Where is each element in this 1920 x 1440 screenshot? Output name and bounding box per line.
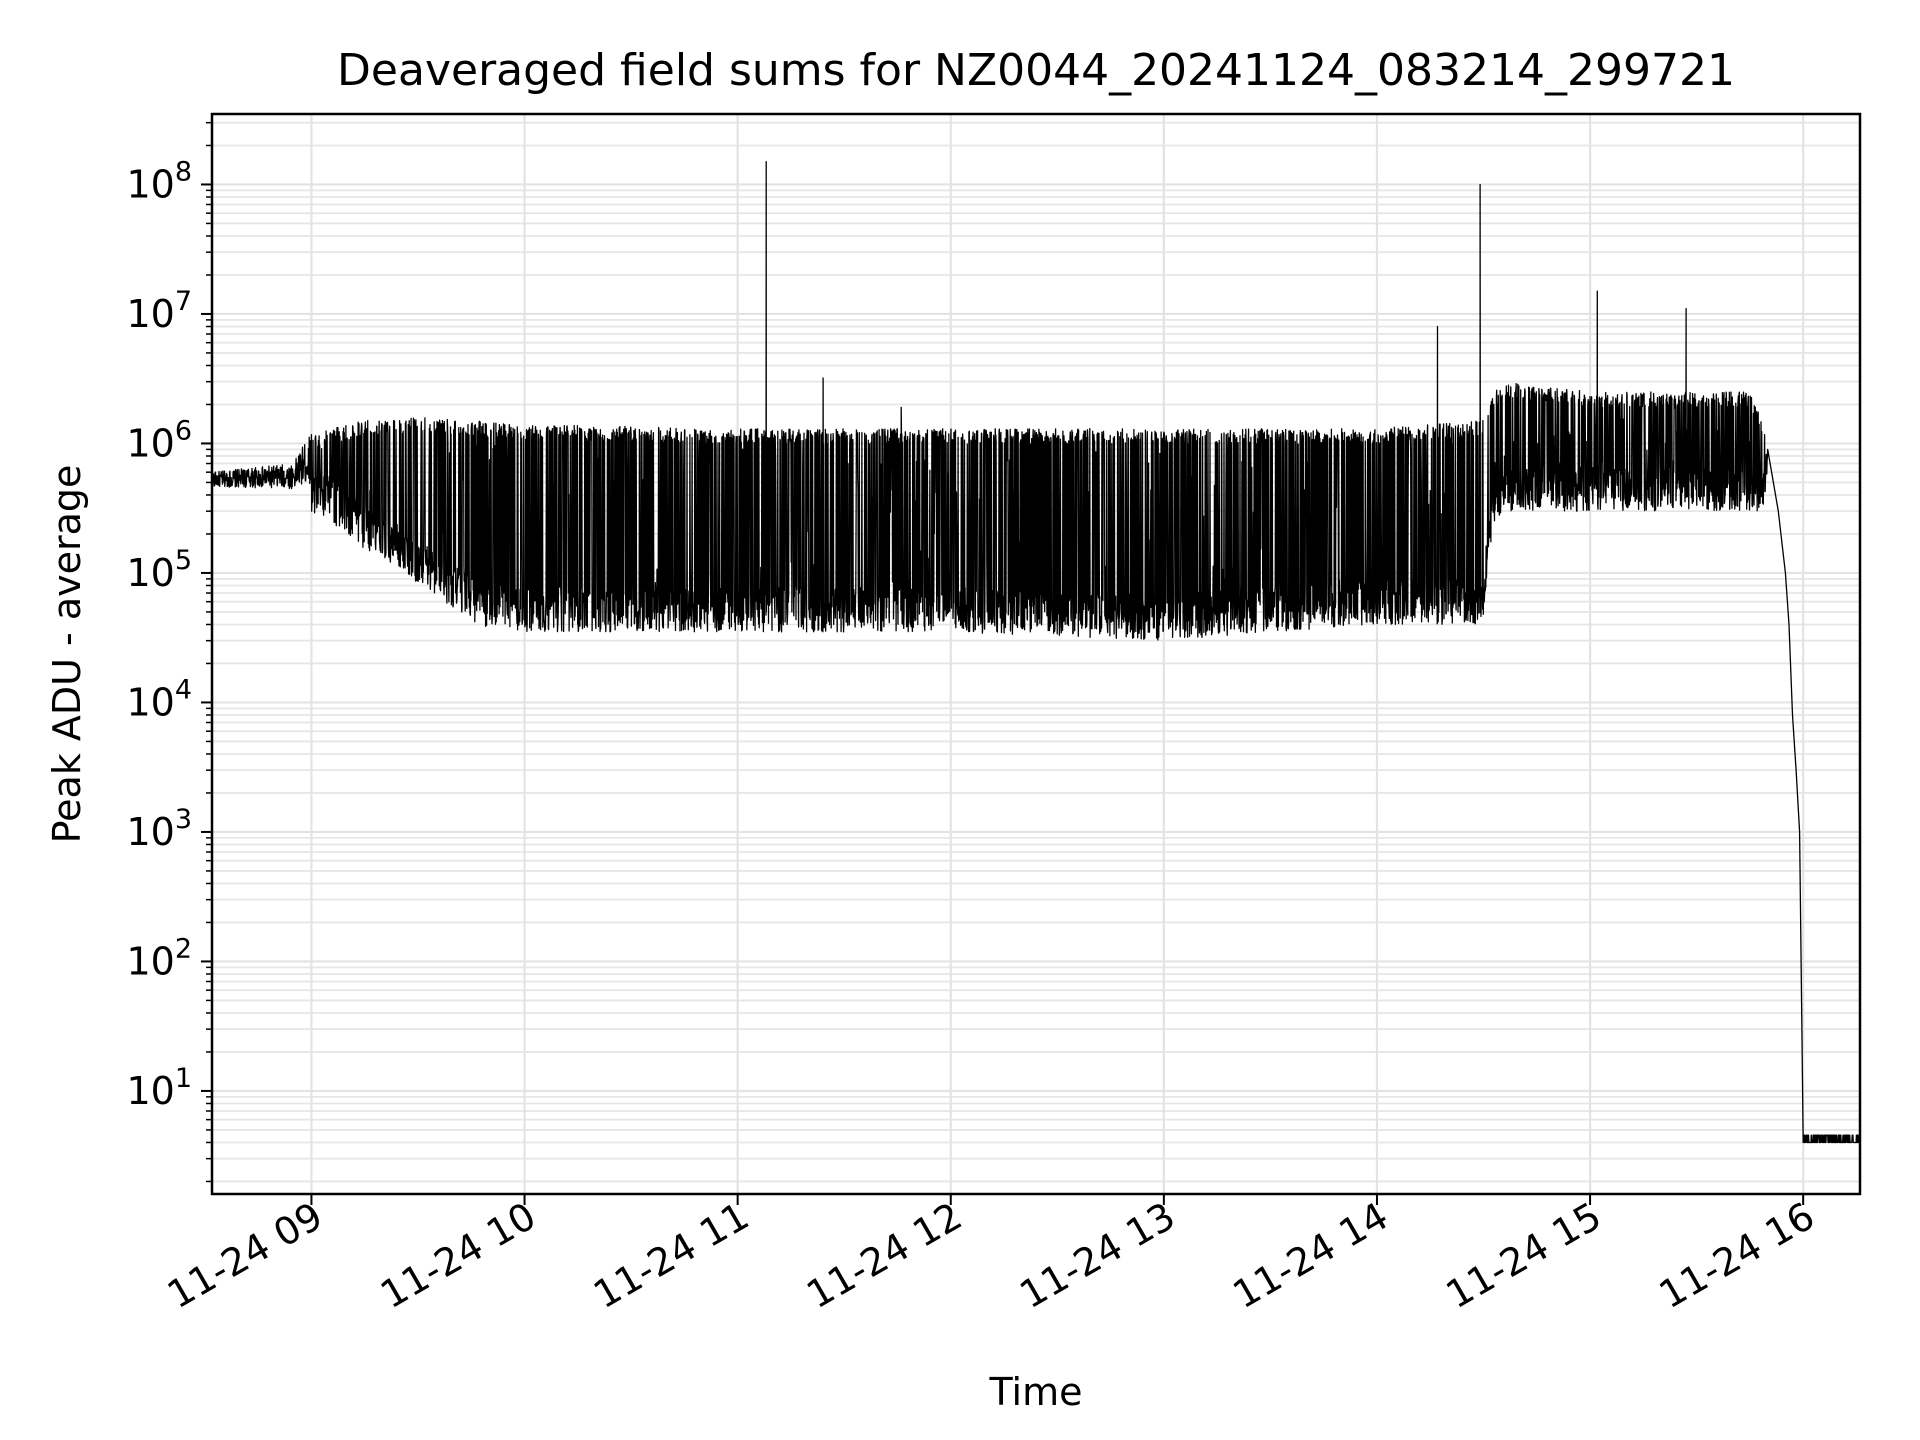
y-tick-label: 103: [126, 804, 192, 854]
y-tick-label: 102: [126, 933, 192, 983]
x-tick-label: 11-24 16: [1652, 1194, 1822, 1318]
y-tick-label: 105: [126, 545, 192, 595]
x-tick-label: 11-24 10: [373, 1194, 543, 1318]
chart-title: Deaveraged field sums for NZ0044_2024112…: [337, 45, 1735, 96]
x-tick-label: 11-24 09: [160, 1194, 330, 1318]
plot-frame: [210, 112, 1862, 1196]
x-axis-label: Time: [989, 1370, 1083, 1414]
x-axis: 11-24 09 11-24 10 11-24 11 11-24 12 11-24 13…: [160, 1194, 1822, 1318]
y-axis: 101 102 103 104 105 106 107 108: [126, 121, 212, 1183]
x-tick-label: 11-24 15: [1439, 1194, 1609, 1318]
x-tick-label: 11-24 12: [799, 1194, 969, 1318]
y-tick-label: 104: [126, 674, 192, 724]
y-axis-label: Peak ADU - average: [45, 465, 89, 844]
grid: [212, 114, 1860, 1194]
y-tick-label: 106: [126, 415, 192, 465]
series-line: [211, 161, 1861, 1144]
x-tick-label: 11-24 11: [586, 1194, 756, 1318]
y-tick-label: 101: [126, 1063, 192, 1113]
x-tick-label: 11-24 13: [1012, 1194, 1182, 1318]
y-tick-label: 108: [126, 156, 192, 206]
x-tick-label: 11-24 14: [1225, 1194, 1395, 1318]
plot-area: [211, 161, 1861, 1144]
y-tick-label: 107: [126, 286, 192, 336]
